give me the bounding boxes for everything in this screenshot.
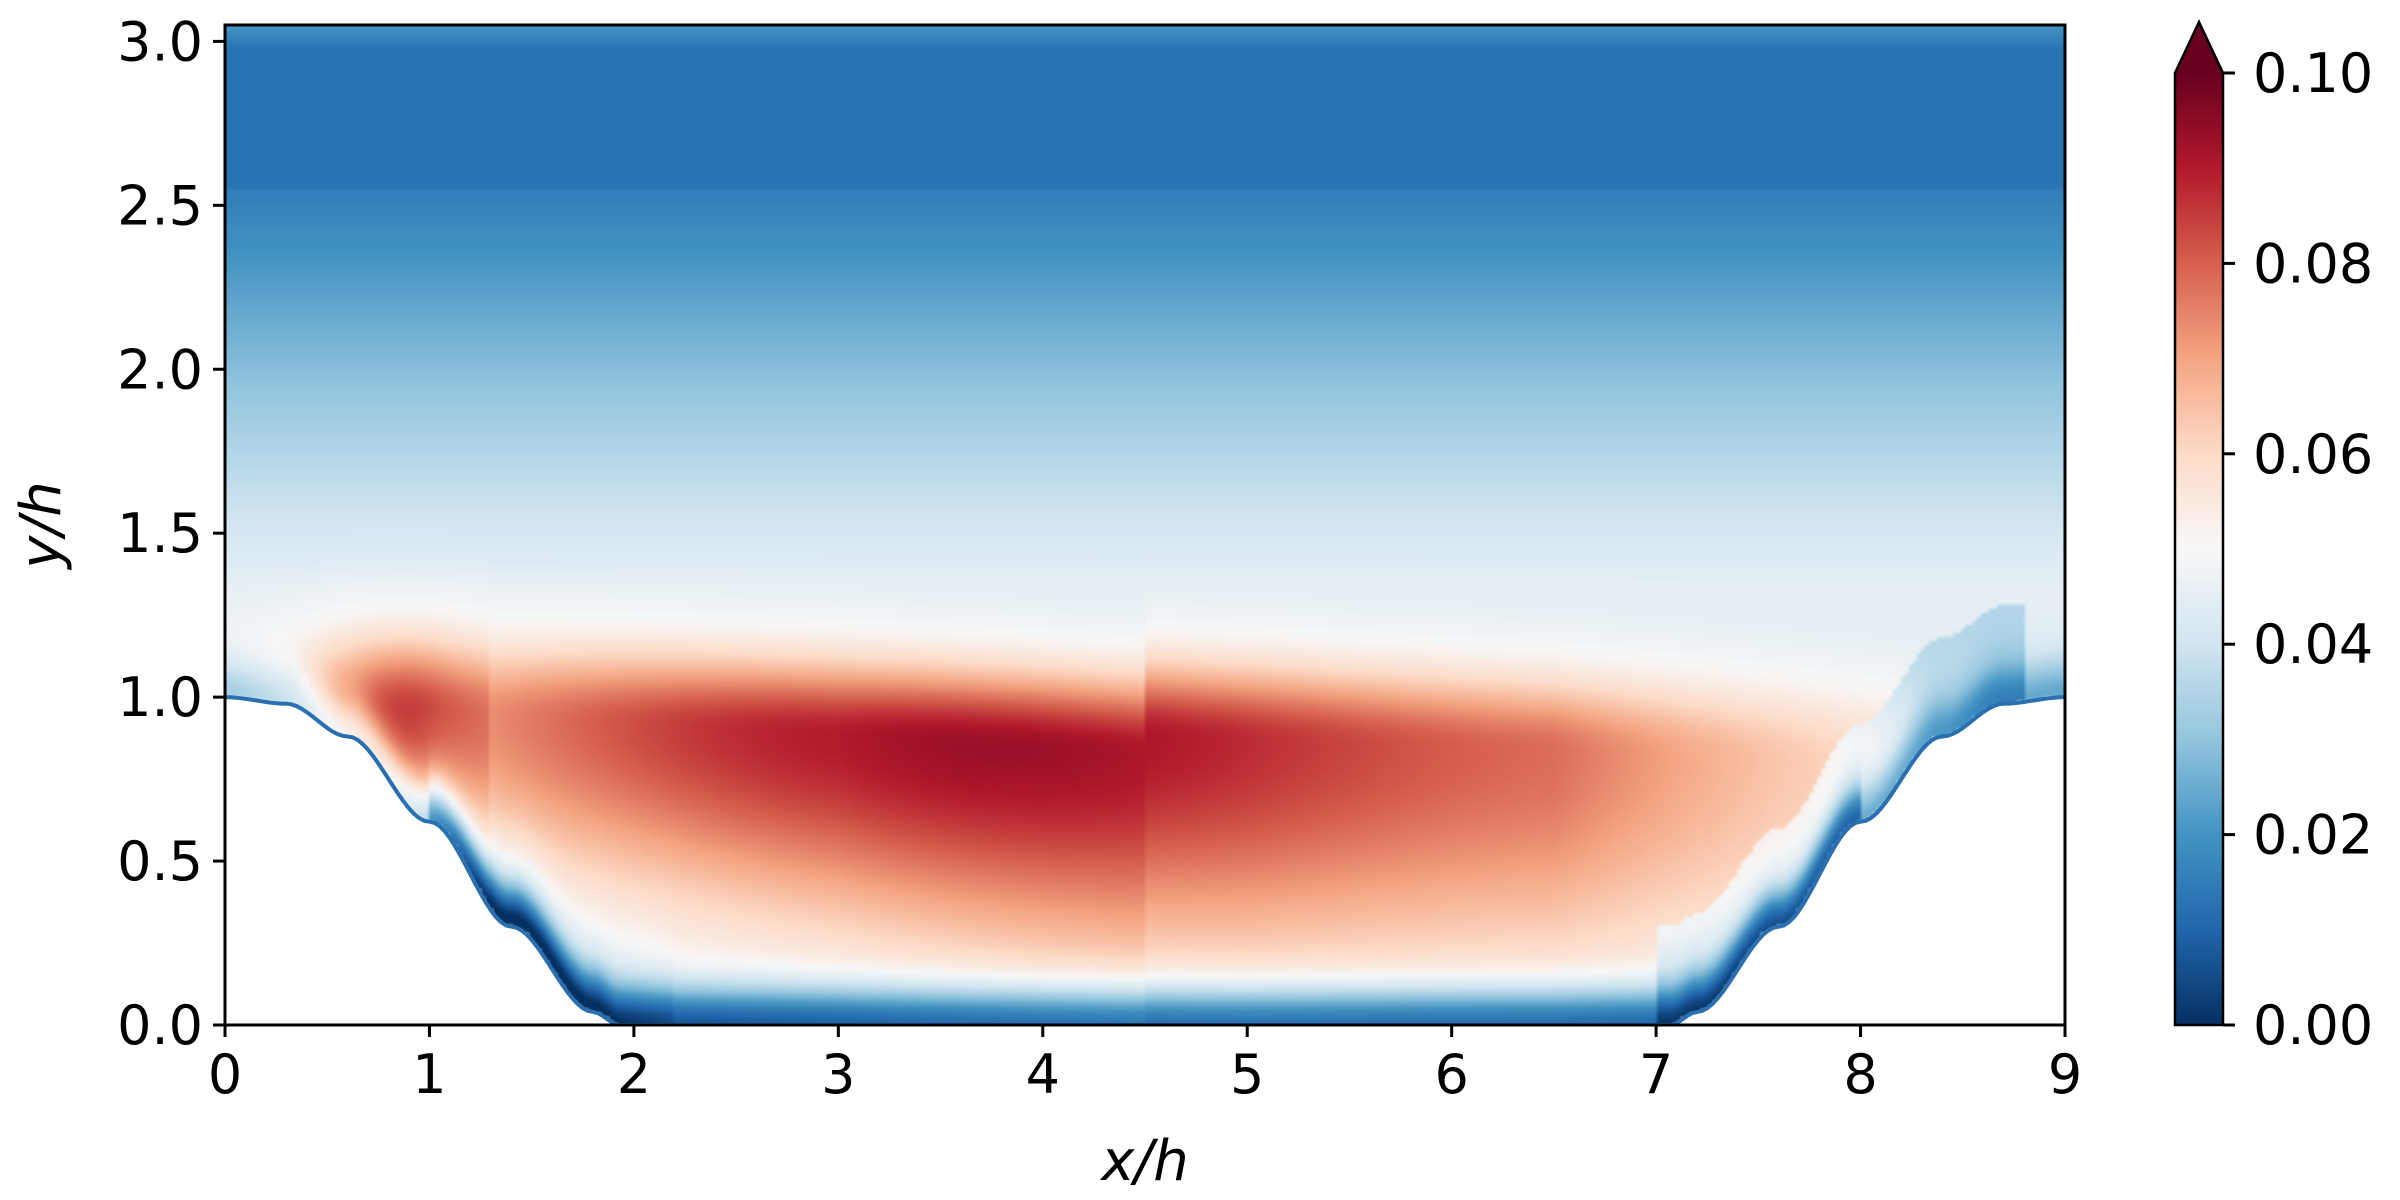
hill-mask bbox=[225, 697, 2065, 1025]
hill-boundary bbox=[225, 695, 2065, 1025]
y-tick-label: 2.0 bbox=[117, 338, 203, 401]
y-tick-label: 1.5 bbox=[117, 502, 203, 565]
x-tick-label: 5 bbox=[1230, 1043, 1264, 1106]
x-tick-label: 6 bbox=[1434, 1043, 1468, 1106]
x-tick-label: 3 bbox=[821, 1043, 855, 1106]
y-tick-label: 3.0 bbox=[117, 10, 203, 73]
x-tick-label: 4 bbox=[1026, 1043, 1060, 1106]
colorbar-outline bbox=[2173, 19, 2225, 1027]
x-tick-label: 9 bbox=[2048, 1043, 2082, 1106]
x-tick-label: 1 bbox=[412, 1043, 446, 1106]
y-axis: 0.0 0.5 1.0 1.5 2.0 2.5 3.0 bbox=[117, 10, 225, 1057]
y-tick-label: 1.0 bbox=[117, 666, 203, 729]
x-tick-label: 8 bbox=[1843, 1043, 1877, 1106]
colorbar-extend-arrow bbox=[2175, 22, 2223, 73]
colorbar-tick-label: 0.04 bbox=[2253, 613, 2373, 676]
y-tick-label: 0.0 bbox=[117, 994, 203, 1057]
contour-field bbox=[225, 25, 2065, 1025]
colorbar-tick-label: 0.06 bbox=[2253, 423, 2373, 486]
colorbar-tick-label: 0.08 bbox=[2253, 232, 2373, 295]
x-tick-label: 2 bbox=[617, 1043, 651, 1106]
colorbar-tick-label: 0.00 bbox=[2253, 994, 2373, 1057]
colorbar-bar bbox=[2175, 73, 2223, 1025]
y-axis-label: y/h bbox=[9, 481, 74, 571]
x-tick-label: 7 bbox=[1639, 1043, 1673, 1106]
x-axis: 0 1 2 3 4 5 6 7 8 9 bbox=[208, 1025, 2082, 1106]
y-tick-label: 2.5 bbox=[117, 174, 203, 237]
colorbar-tick-label: 0.02 bbox=[2253, 804, 2373, 867]
plot-area bbox=[225, 25, 2065, 1025]
plot-frame bbox=[223, 23, 2067, 1027]
y-tick-label: 0.5 bbox=[117, 830, 203, 893]
colorbar: 0.00 0.02 0.04 0.06 0.08 0.10 bbox=[2173, 19, 2373, 1057]
x-tick-label: 0 bbox=[208, 1043, 242, 1106]
colorbar-tick-label: 0.10 bbox=[2253, 42, 2373, 105]
x-axis-label: x/h bbox=[1099, 1129, 1189, 1194]
colorbar-ticks: 0.00 0.02 0.04 0.06 0.08 0.10 bbox=[2223, 42, 2373, 1057]
